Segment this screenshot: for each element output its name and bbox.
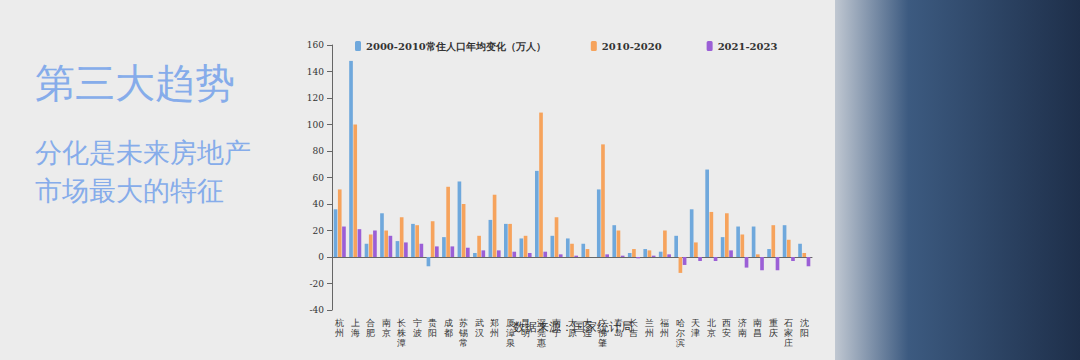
svg-text:武: 武 [475,318,484,328]
svg-text:西: 西 [722,318,731,328]
svg-text:肥: 肥 [366,328,375,338]
svg-text:杭: 杭 [334,318,344,328]
svg-text:60: 60 [313,173,325,183]
svg-text:锡: 锡 [458,328,468,338]
svg-text:第三大趋势: 第三大趋势 [35,60,235,106]
svg-text:贵: 贵 [428,318,437,328]
svg-text:宁: 宁 [413,318,422,328]
svg-text:-20: -20 [310,279,325,289]
svg-text:2021-2023: 2021-2023 [718,41,778,52]
svg-text:漳: 漳 [506,328,515,338]
svg-text:2000-2010常住人口年均变化（万人）: 2000-2010常住人口年均变化（万人） [366,41,546,52]
svg-text:20: 20 [313,226,325,236]
svg-text:昌: 昌 [753,328,762,338]
svg-text:天: 天 [691,318,700,328]
svg-text:市场最大的特征: 市场最大的特征 [35,175,224,206]
svg-text:南: 南 [382,318,391,328]
svg-text:北: 北 [707,318,716,328]
svg-text:家: 家 [784,328,793,338]
svg-text:100: 100 [307,120,324,130]
svg-text:京: 京 [382,328,391,338]
svg-text:波: 波 [413,328,422,338]
svg-text:莞: 莞 [537,328,546,338]
svg-text:都: 都 [444,328,453,338]
svg-text:安: 安 [722,328,731,338]
svg-text:佛: 佛 [598,328,607,338]
svg-text:上: 上 [351,318,360,328]
svg-text:明: 明 [521,328,530,338]
svg-text:40: 40 [313,199,325,209]
svg-text:株: 株 [396,328,406,338]
svg-text:昆: 昆 [521,318,530,328]
svg-text:大: 大 [583,318,592,328]
svg-text:青: 青 [614,318,623,328]
svg-text:常: 常 [459,338,468,348]
svg-text:长: 长 [629,318,638,328]
svg-text:兰: 兰 [645,318,654,328]
svg-text:滨: 滨 [676,338,685,348]
svg-text:津: 津 [691,328,700,338]
svg-text:南: 南 [753,318,762,328]
svg-text:庆: 庆 [769,328,778,338]
svg-text:南: 南 [738,328,747,338]
svg-text:福: 福 [660,318,669,328]
svg-text:南: 南 [552,318,561,328]
svg-text:沈: 沈 [800,318,809,328]
svg-text:合: 合 [366,318,375,328]
svg-text:济: 济 [738,318,747,328]
svg-text:惠: 惠 [536,338,546,348]
svg-text:哈: 哈 [676,318,685,328]
svg-text:160: 160 [307,40,324,50]
svg-text:阳: 阳 [428,328,437,338]
svg-text:2010-2020: 2010-2020 [602,41,662,52]
svg-text:厦: 厦 [506,318,515,328]
svg-text:长: 长 [397,318,406,328]
svg-text:太: 太 [568,318,577,328]
svg-text:120: 120 [307,93,324,103]
svg-text:汉: 汉 [475,328,484,338]
svg-text:80: 80 [313,146,325,156]
svg-text:成: 成 [444,318,453,328]
svg-text:泉: 泉 [506,338,515,348]
svg-text:京: 京 [707,328,716,338]
svg-text:重: 重 [769,318,778,328]
svg-text:海: 海 [351,328,360,338]
svg-text:阳: 阳 [800,328,809,338]
svg-text:郑: 郑 [490,318,499,328]
svg-text:吉: 吉 [629,328,638,338]
svg-text:尔: 尔 [676,328,685,338]
svg-text:州: 州 [645,328,654,338]
svg-text:州: 州 [660,328,669,338]
svg-text:州: 州 [490,328,499,338]
svg-text:宁: 宁 [552,328,561,338]
svg-text:肇: 肇 [598,338,607,348]
svg-text:分化是未来房地产: 分化是未来房地产 [35,137,251,168]
svg-text:深: 深 [537,318,546,328]
svg-text:石: 石 [784,318,793,328]
svg-text:苏: 苏 [459,318,468,328]
svg-text:-40: -40 [310,305,325,315]
svg-text:140: 140 [307,67,324,77]
svg-text:岛: 岛 [614,328,623,338]
svg-text:州: 州 [335,328,344,338]
svg-text:广: 广 [598,318,607,328]
svg-text:潭: 潭 [397,338,406,348]
svg-text:0: 0 [318,252,324,262]
svg-text:原: 原 [568,328,577,338]
svg-text:庄: 庄 [784,338,793,348]
svg-text:连: 连 [583,328,592,338]
